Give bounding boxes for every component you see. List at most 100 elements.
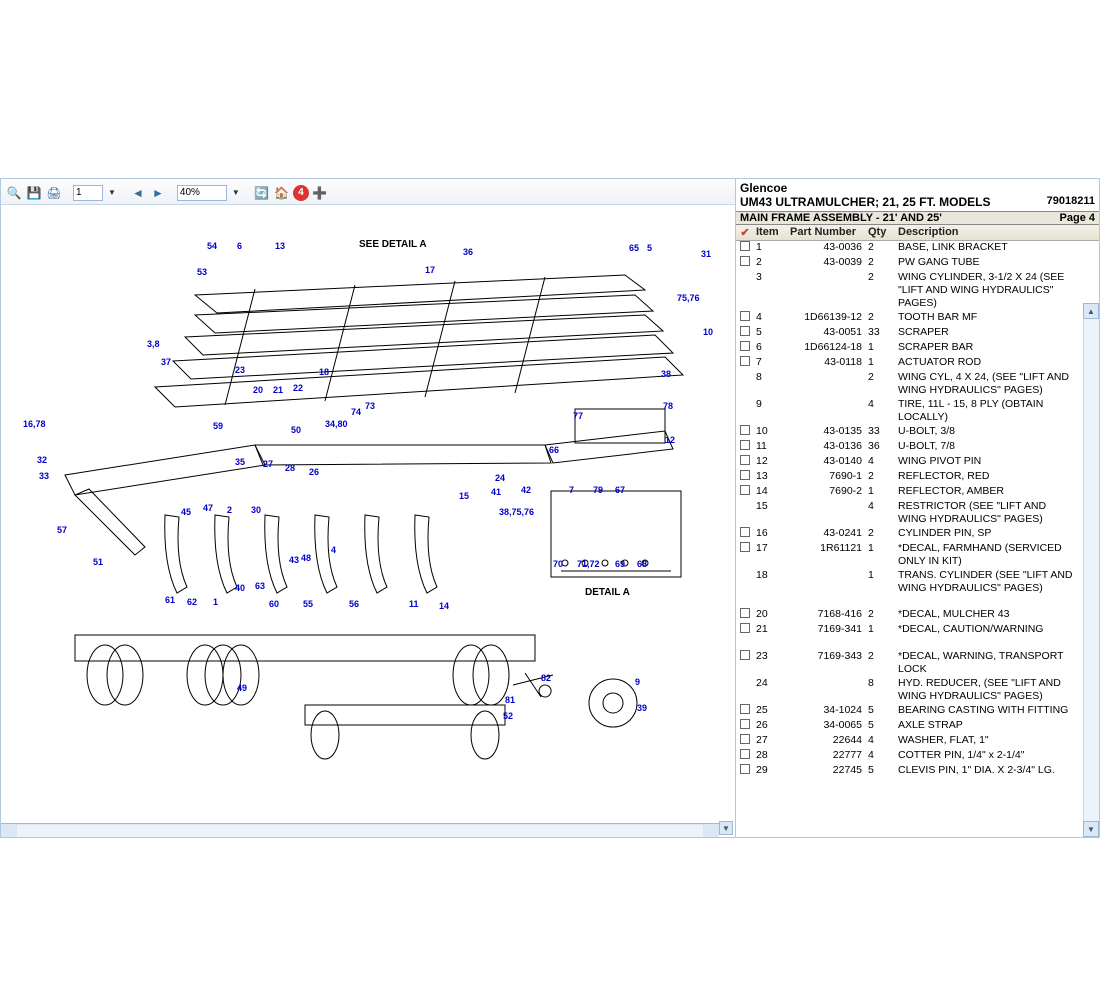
diagram-viewport[interactable]: SEE DETAIL A DETAIL A 546133665531531775… (1, 205, 735, 837)
row-checkbox[interactable] (740, 527, 750, 537)
diagram-callout: 69 (615, 559, 625, 569)
save-icon[interactable]: 💾 (25, 184, 43, 202)
parts-row[interactable]: 181TRANS. CYLINDER (SEE "LIFT AND WING H… (736, 569, 1083, 596)
diagram-callout: 59 (213, 421, 223, 431)
parts-row[interactable]: 171R611211*DECAL, FARMHAND (SERVICED ONL… (736, 542, 1083, 569)
row-item: 25 (754, 704, 790, 718)
diagram-callout: 37 (161, 357, 171, 367)
parts-row[interactable]: 207168-4162*DECAL, MULCHER 43 (736, 608, 1083, 623)
row-checkbox[interactable] (740, 542, 750, 552)
notification-badge[interactable]: 4 (293, 185, 309, 201)
row-partnumber: 1D66124-18 (790, 341, 868, 355)
parts-row[interactable]: 743-01181ACTUATOR ROD (736, 356, 1083, 371)
diagram-hscrollbar[interactable] (1, 823, 719, 837)
row-checkbox[interactable] (740, 719, 750, 729)
header-qty[interactable]: Qty (868, 226, 898, 239)
header-description[interactable]: Description (898, 226, 1099, 239)
row-checkbox[interactable] (740, 455, 750, 465)
print-icon[interactable]: 🖨 (45, 184, 63, 202)
row-checkbox[interactable] (740, 650, 750, 660)
parts-row[interactable]: 82WING CYL, 4 X 24, (SEE "LIFT AND WING … (736, 371, 1083, 398)
prev-page-icon[interactable]: ◄ (129, 184, 147, 202)
add-icon[interactable]: ➕ (311, 184, 329, 202)
parts-row[interactable]: 94TIRE, 11L - 15, 8 PLY (OBTAIN LOCALLY) (736, 398, 1083, 425)
row-checkbox[interactable] (740, 704, 750, 714)
content-area: 🔍 💾 🖨 ▼ ◄ ► ▼ 🔄 🏠 4 ➕ (0, 178, 1100, 838)
parts-row[interactable]: 2634-00655AXLE STRAP (736, 719, 1083, 734)
row-qty: 1 (868, 485, 898, 499)
row-checkbox[interactable] (740, 311, 750, 321)
home-icon[interactable]: 🏠 (273, 184, 291, 202)
parts-row[interactable]: 248HYD. REDUCER, (SEE "LIFT AND WING HYD… (736, 677, 1083, 704)
parts-row[interactable]: 1143-013636U-BOLT, 7/8 (736, 440, 1083, 455)
parts-row[interactable]: 61D66124-181SCRAPER BAR (736, 341, 1083, 356)
row-checkbox[interactable] (740, 749, 750, 759)
row-qty: 4 (868, 500, 898, 526)
row-partnumber: 7168-416 (790, 608, 868, 622)
next-page-icon[interactable]: ► (149, 184, 167, 202)
row-description: BEARING CASTING WITH FITTING (898, 704, 1083, 718)
row-checkbox[interactable] (740, 623, 750, 633)
row-description: WING CYL, 4 X 24, (SEE "LIFT AND WING HY… (898, 371, 1083, 397)
diagram-callout: 5 (647, 243, 652, 253)
row-partnumber (790, 500, 868, 526)
diagram-callout: 15 (459, 491, 469, 501)
parts-row[interactable]: 137690-12REFLECTOR, RED (736, 470, 1083, 485)
row-description: RESTRICTOR (SEE "LIFT AND WING HYDRAULIC… (898, 500, 1083, 526)
row-item: 24 (754, 677, 790, 703)
row-item: 4 (754, 311, 790, 325)
row-checkbox[interactable] (740, 425, 750, 435)
row-checkbox[interactable] (740, 356, 750, 366)
row-checkbox[interactable] (740, 241, 750, 251)
row-checkbox[interactable] (740, 326, 750, 336)
row-checkbox[interactable] (740, 470, 750, 480)
header-item[interactable]: Item (754, 226, 790, 239)
parts-row[interactable]: 29227455CLEVIS PIN, 1" DIA. X 2-3/4" LG. (736, 764, 1083, 779)
diagram-callout: 10 (703, 327, 713, 337)
parts-row[interactable]: 217169-3411*DECAL, CAUTION/WARNING (736, 623, 1083, 638)
diagram-scroll-down-icon[interactable]: ▼ (719, 821, 733, 835)
page-number-input[interactable] (73, 185, 103, 201)
parts-row[interactable]: 1043-013533U-BOLT, 3/8 (736, 425, 1083, 440)
diagram-callout: 54 (207, 241, 217, 251)
row-checkbox[interactable] (740, 440, 750, 450)
parts-row[interactable]: 237169-3432*DECAL, WARNING, TRANSPORT LO… (736, 650, 1083, 677)
row-checkbox[interactable] (740, 608, 750, 618)
parts-row[interactable]: 143-00362BASE, LINK BRACKET (736, 241, 1083, 256)
row-item: 12 (754, 455, 790, 469)
row-checkbox[interactable] (740, 256, 750, 266)
row-checkbox[interactable] (740, 764, 750, 774)
header-partnumber[interactable]: Part Number (790, 226, 868, 239)
parts-row[interactable]: 27226444WASHER, FLAT, 1" (736, 734, 1083, 749)
parts-row[interactable]: 243-00392PW GANG TUBE (736, 256, 1083, 271)
refresh-icon[interactable]: 🔄 (253, 184, 271, 202)
row-checkbox[interactable] (740, 485, 750, 495)
scroll-up-icon[interactable]: ▲ (1083, 303, 1099, 319)
zoom-level-input[interactable] (177, 185, 227, 201)
row-qty: 1 (868, 623, 898, 637)
row-qty: 8 (868, 677, 898, 703)
parts-vscrollbar[interactable]: ▲ ▼ (1083, 303, 1099, 837)
row-checkbox[interactable] (740, 734, 750, 744)
diagram-callout: 6 (237, 241, 242, 251)
parts-row[interactable]: 147690-21REFLECTOR, AMBER (736, 485, 1083, 500)
zoom-dropdown-icon[interactable]: ▼ (229, 188, 243, 197)
parts-row[interactable]: 2534-10245BEARING CASTING WITH FITTING (736, 704, 1083, 719)
parts-row[interactable]: 41D66139-122TOOTH BAR MF (736, 311, 1083, 326)
diagram-callout: 16,78 (23, 419, 46, 429)
page-dropdown-icon[interactable]: ▼ (105, 188, 119, 197)
parts-row[interactable]: 15 4RESTRICTOR (SEE "LIFT AND WING HYDRAU… (736, 500, 1083, 527)
zoom-icon[interactable]: 🔍 (5, 184, 23, 202)
parts-row[interactable]: 28227774COTTER PIN, 1/4" x 2-1/4" (736, 749, 1083, 764)
diagram-callout: 12 (665, 435, 675, 445)
parts-table-body[interactable]: 143-00362BASE, LINK BRACKET243-00392PW G… (736, 241, 1083, 837)
row-description: WING PIVOT PIN (898, 455, 1083, 469)
row-item: 15 (754, 500, 790, 526)
parts-row[interactable]: 32WING CYLINDER, 3-1/2 X 24 (SEE "LIFT A… (736, 271, 1083, 311)
diagram-callout: 62 (187, 597, 197, 607)
parts-row[interactable]: 1643-02412CYLINDER PIN, SP (736, 527, 1083, 542)
parts-row[interactable]: 1243-01404WING PIVOT PIN (736, 455, 1083, 470)
scroll-down-icon[interactable]: ▼ (1083, 821, 1099, 837)
parts-row[interactable]: 543-005133SCRAPER (736, 326, 1083, 341)
row-checkbox[interactable] (740, 341, 750, 351)
